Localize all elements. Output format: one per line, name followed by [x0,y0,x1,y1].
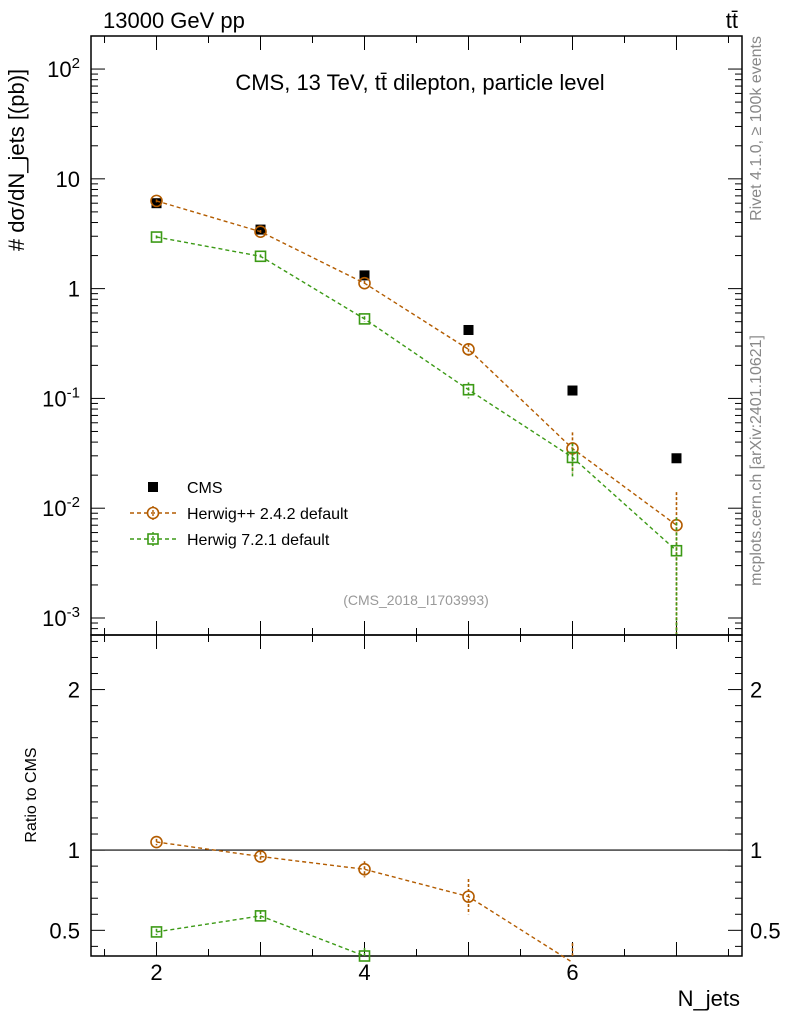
data-point [150,194,163,208]
ratio-y-tick-label-right: 2 [750,678,762,703]
legend-item: CMS [148,480,223,497]
data-point [150,231,163,243]
data-point [254,225,267,239]
main-plot-panel: 10-3 10-2 10-1 1 10 102 CMS, 13 TeV, tt̄ dile… [4,35,743,636]
data-point [151,198,162,209]
main-chart-title: CMS, 13 TeV, tt̄ dilepton, particle leve… [235,70,604,95]
legend-marker [148,482,158,492]
x-tick-label: 4 [358,960,370,985]
main-y-tick-label: 1 [68,277,80,302]
ratio-y-tick-label-right: 1 [750,838,762,863]
series-line [156,915,365,957]
legend-marker [147,533,159,545]
legend-item: Herwig 7.2.1 default [130,532,330,549]
series-herwig-7-2-1-default [150,910,371,962]
data-point [567,385,578,396]
data-point [671,453,682,464]
legend-label: Herwig++ 2.4.2 default [187,506,349,523]
series-herwig-7-2-1-default [150,231,683,635]
data-point [462,343,475,356]
process-label: tt̄ [726,8,738,33]
data-point [150,926,163,938]
main-y-tick-label: 10 [56,167,80,192]
data-point [358,950,371,962]
rivet-version-label: Rivet 4.1.0, ≥ 100k events [748,36,765,221]
data-point [150,835,163,849]
ratio-frame [90,634,743,957]
legend-label: CMS [187,480,223,497]
data-point [359,270,370,281]
main-y-tick-label: 102 [47,55,80,82]
ratio-y-tick-label: 2 [68,678,80,703]
x-tick-label: 2 [150,960,162,985]
series-line [156,200,677,526]
legend-marker [146,506,160,520]
ratio-plot-panel: 0.5 0.5 1 1 2 2 Ratio to CMS [23,634,781,963]
analysis-watermark: (CMS_2018_I1703993) [343,592,489,608]
ratio-y-tick-label-right: 0.5 [750,918,781,943]
ratio-y-axis-label: Ratio to CMS [23,747,40,842]
ratio-series-group [150,835,574,963]
main-y-tick-labels: 10-3 10-2 10-1 1 10 102 [42,55,80,631]
data-point [358,863,371,876]
main-y-axis-label: # dσ/dN_jets [(pb)] [4,69,29,251]
data-point [254,250,267,263]
x-tick-labels: 2 4 6 [150,960,578,985]
legend-label: Herwig 7.2.1 default [187,532,330,549]
ratio-axis-ticks [91,635,742,956]
series-line [156,236,677,552]
data-point [566,451,579,464]
mcplots-label: mcplots.cern.ch [arXiv:2401.10621] [748,335,765,586]
data-point [254,910,267,922]
ratio-y-tick-label: 1 [68,838,80,863]
main-axis-ticks [91,35,742,636]
series-line [156,841,573,963]
series-cms [151,198,682,464]
data-point [358,276,371,290]
ratio-y-tick-label: 0.5 [49,918,80,943]
x-axis-label: N_jets [678,986,740,1011]
ratio-y-tick-labels: 0.5 0.5 1 1 2 2 [49,678,780,944]
series-herwig-2-4-2-default [150,835,574,963]
energy-label: 13000 GeV pp [103,8,245,33]
data-point [670,544,683,557]
x-tick-label: 6 [566,960,578,985]
data-point [255,224,266,235]
main-y-tick-label: 10-2 [42,494,80,521]
main-series-group [150,194,683,635]
data-point [462,383,475,396]
series-herwig-2-4-2-default [150,194,683,635]
data-point [254,850,267,863]
main-y-tick-label: 10-3 [42,604,80,631]
legend-item: Herwig++ 2.4.2 default [130,506,349,523]
data-point [463,324,474,335]
data-point [358,313,371,325]
legend: CMS Herwig++ 2.4.2 default Herwig 7.2.1 de… [130,480,349,549]
data-point [462,890,475,903]
main-y-tick-label: 10-1 [42,384,80,411]
